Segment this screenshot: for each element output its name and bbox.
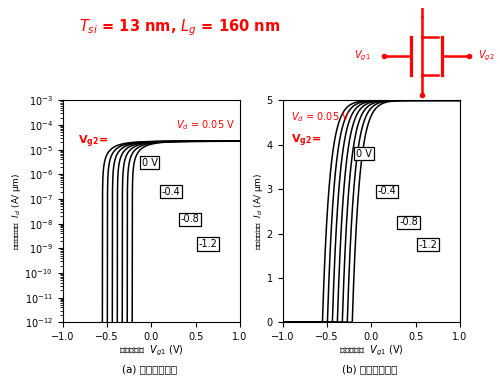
Text: $T_{si}$ = 13 nm, $L_g$ = 160 nm: $T_{si}$ = 13 nm, $L_g$ = 160 nm (80, 17, 280, 38)
Text: $\mathbf{V_{g2}}$=: $\mathbf{V_{g2}}$= (292, 132, 322, 149)
Text: $V_d$ = 0.05 V: $V_d$ = 0.05 V (176, 118, 235, 132)
Text: $V_{g1}$: $V_{g1}$ (354, 49, 370, 63)
Text: (b) 線形プロット: (b) 線形プロット (342, 364, 398, 374)
Text: 0 V: 0 V (356, 149, 372, 159)
Text: -1.2: -1.2 (198, 239, 218, 249)
Text: 0 V: 0 V (142, 157, 158, 168)
Y-axis label: ドレイン電流  $I_d$ (A/ μm): ドレイン電流 $I_d$ (A/ μm) (10, 173, 23, 250)
Text: -0.8: -0.8 (399, 217, 418, 227)
Text: S: S (418, 104, 426, 114)
Text: $\mathbf{V_{g2}}$=: $\mathbf{V_{g2}}$= (78, 134, 108, 151)
Text: -0.4: -0.4 (378, 186, 396, 196)
Text: (a) 対数プロット: (a) 対数プロット (122, 364, 178, 374)
Y-axis label: ドレイン電流  $I_d$ (A/ μm): ドレイン電流 $I_d$ (A/ μm) (252, 173, 265, 250)
X-axis label: ゲート電圧  $V_{g1}$ (V): ゲート電圧 $V_{g1}$ (V) (339, 344, 404, 358)
Text: $V_d$ = 0.05 V: $V_d$ = 0.05 V (292, 110, 350, 124)
Text: -0.8: -0.8 (181, 214, 200, 224)
Text: $V_{g2}$: $V_{g2}$ (478, 49, 495, 63)
Text: -0.4: -0.4 (162, 186, 180, 196)
X-axis label: ゲート電圧  $V_{g1}$ (V): ゲート電圧 $V_{g1}$ (V) (119, 344, 184, 358)
Text: -1.2: -1.2 (418, 240, 438, 250)
